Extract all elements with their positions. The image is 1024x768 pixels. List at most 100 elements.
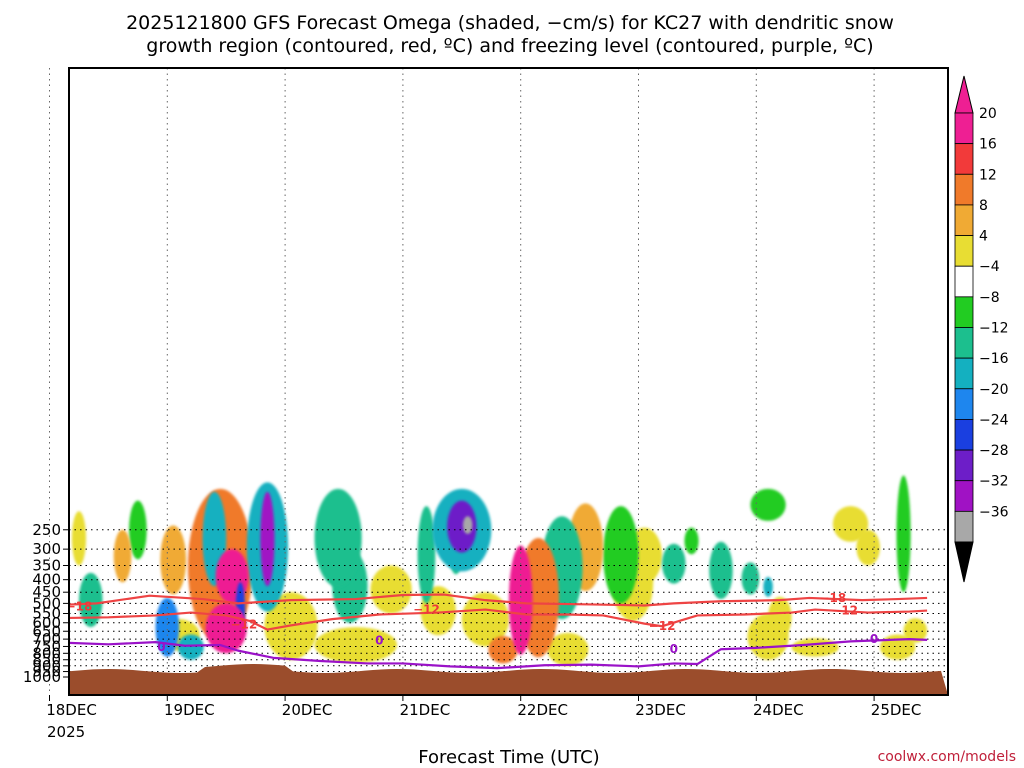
x-tick-label: 21DEC (400, 701, 451, 719)
x-tick-label: 22DEC (517, 701, 568, 719)
colorbar-segment (954, 510, 974, 543)
y-tick-label: 450 (32, 583, 61, 601)
contour-label: −18 (819, 591, 846, 605)
contour-label: 0 (870, 632, 878, 646)
y-tick-label: 550 (32, 605, 61, 623)
chart-title-line1: 2025121800 GFS Forecast Omega (shaded, −… (126, 12, 894, 34)
colorbar-label: −32 (979, 474, 1009, 490)
colorbar-segment (954, 388, 974, 420)
omega-cell (508, 545, 533, 655)
omega-cell (205, 603, 247, 654)
x-tick-label: 23DEC (635, 701, 686, 719)
colorbar-label: −12 (979, 321, 1009, 337)
contour-label: 0 (670, 642, 678, 656)
omega-cell (903, 618, 928, 643)
colorbar-label: −36 (979, 504, 1009, 520)
temperature-contours: −18−18−12−12−12−120 000 (66, 591, 928, 670)
x-tick-label: 19DEC (164, 701, 215, 719)
omega-cell (488, 636, 518, 664)
omega-cell (447, 500, 477, 553)
colorbar-label: −8 (979, 290, 1000, 306)
x-axis-label: Forecast Time (UTC) (418, 747, 599, 768)
y-tick-label: 350 (32, 557, 61, 575)
omega-cell (417, 506, 436, 604)
x-tick-label: 20DEC (282, 701, 333, 719)
colorbar-segment (954, 265, 974, 298)
colorbar-label: −28 (979, 443, 1009, 459)
omega-cell (547, 632, 589, 666)
credit-link[interactable]: coolwx.com/models (878, 749, 1016, 765)
y-tick-label: 400 (32, 571, 61, 589)
grid-lines (49, 68, 948, 695)
omega-cell (768, 596, 792, 638)
colorbar-label: −24 (979, 412, 1009, 428)
terrain-fill (69, 663, 948, 695)
omega-cell (314, 627, 398, 663)
colorbar-label: 20 (979, 106, 997, 122)
omega-cell (791, 638, 839, 657)
y-tick-label: 850 (32, 651, 61, 669)
colorbar-label: 16 (979, 137, 997, 153)
omega-cell (71, 511, 87, 566)
colorbar-segment (954, 357, 974, 390)
omega-cell (856, 529, 880, 566)
omega-cell (750, 488, 786, 521)
contour-line (69, 593, 928, 607)
x-tick-label: 24DEC (753, 701, 804, 719)
omega-cell (684, 527, 699, 555)
omega-cell (314, 488, 362, 588)
colorbar-segment (954, 173, 974, 206)
omega-cell (260, 491, 275, 587)
x-axis: 18DEC 19DEC 20DEC 21DEC 22DEC 23DEC 24DEC 25DEC (46, 695, 921, 719)
omega-cell (177, 634, 204, 660)
colorbar-segment (954, 296, 974, 328)
colorbar-segment (954, 235, 974, 267)
plot-frame (68, 67, 949, 696)
colorbar-segment (954, 449, 974, 482)
colorbar-cap-bottom (954, 541, 974, 583)
y-tick-label: 500 (32, 594, 61, 612)
omega-cell (763, 577, 773, 597)
colorbar-segment (954, 204, 974, 236)
contour-label: −12 (230, 618, 257, 632)
omega-cell (370, 565, 412, 614)
terrain-surface (69, 663, 948, 695)
omega-cell (709, 541, 733, 600)
contour-line (69, 608, 928, 631)
plot-area: −18−18−12−12−12−120 000 (49, 67, 949, 696)
x-tick-label: 25DEC (871, 701, 922, 719)
contour-label: 0 (157, 640, 165, 654)
omega-cell (603, 506, 639, 604)
y-tick-label: 700 (32, 630, 61, 648)
contour-label: −12 (649, 619, 676, 633)
omega-cell (832, 506, 869, 542)
y-tick-label: 300 (32, 540, 61, 558)
colorbar-label: 8 (979, 198, 988, 214)
omega-cell (129, 500, 147, 560)
colorbar-label: 12 (979, 167, 997, 183)
contour-line (69, 638, 928, 670)
omega-cell (461, 592, 509, 647)
x-tick-label: 18DEC (46, 701, 97, 719)
y-tick-label: 600 (32, 614, 61, 632)
contour-label: −18 (66, 600, 93, 614)
y-tick-label: 250 (32, 521, 61, 539)
chart-title-line2: growth region (contoured, red, ºC) and f… (146, 35, 873, 57)
y-tick-label: 900 (32, 657, 61, 675)
contour-label: −12 (413, 603, 440, 617)
colorbar-segment (954, 480, 974, 512)
colorbar-label: −20 (979, 382, 1009, 398)
y-tick-label: 950 (32, 663, 61, 681)
y-tick-label: 1000 (23, 668, 61, 686)
y-axis: 2503003504004505005506006507007508008509… (23, 521, 69, 686)
colorbar: 20 16 12 8 4 −4 −8 −12 −16 −20 −24 −28 −32 −36 (954, 75, 1009, 583)
y-tick-label: 750 (32, 637, 61, 655)
omega-cell (741, 562, 760, 595)
colorbar-segment (954, 327, 974, 359)
omega-cell (462, 516, 473, 534)
colorbar-label: −16 (979, 351, 1009, 367)
x-year-label: 2025 (47, 723, 85, 741)
omega-cell (113, 529, 132, 583)
omega-cell (160, 525, 187, 595)
